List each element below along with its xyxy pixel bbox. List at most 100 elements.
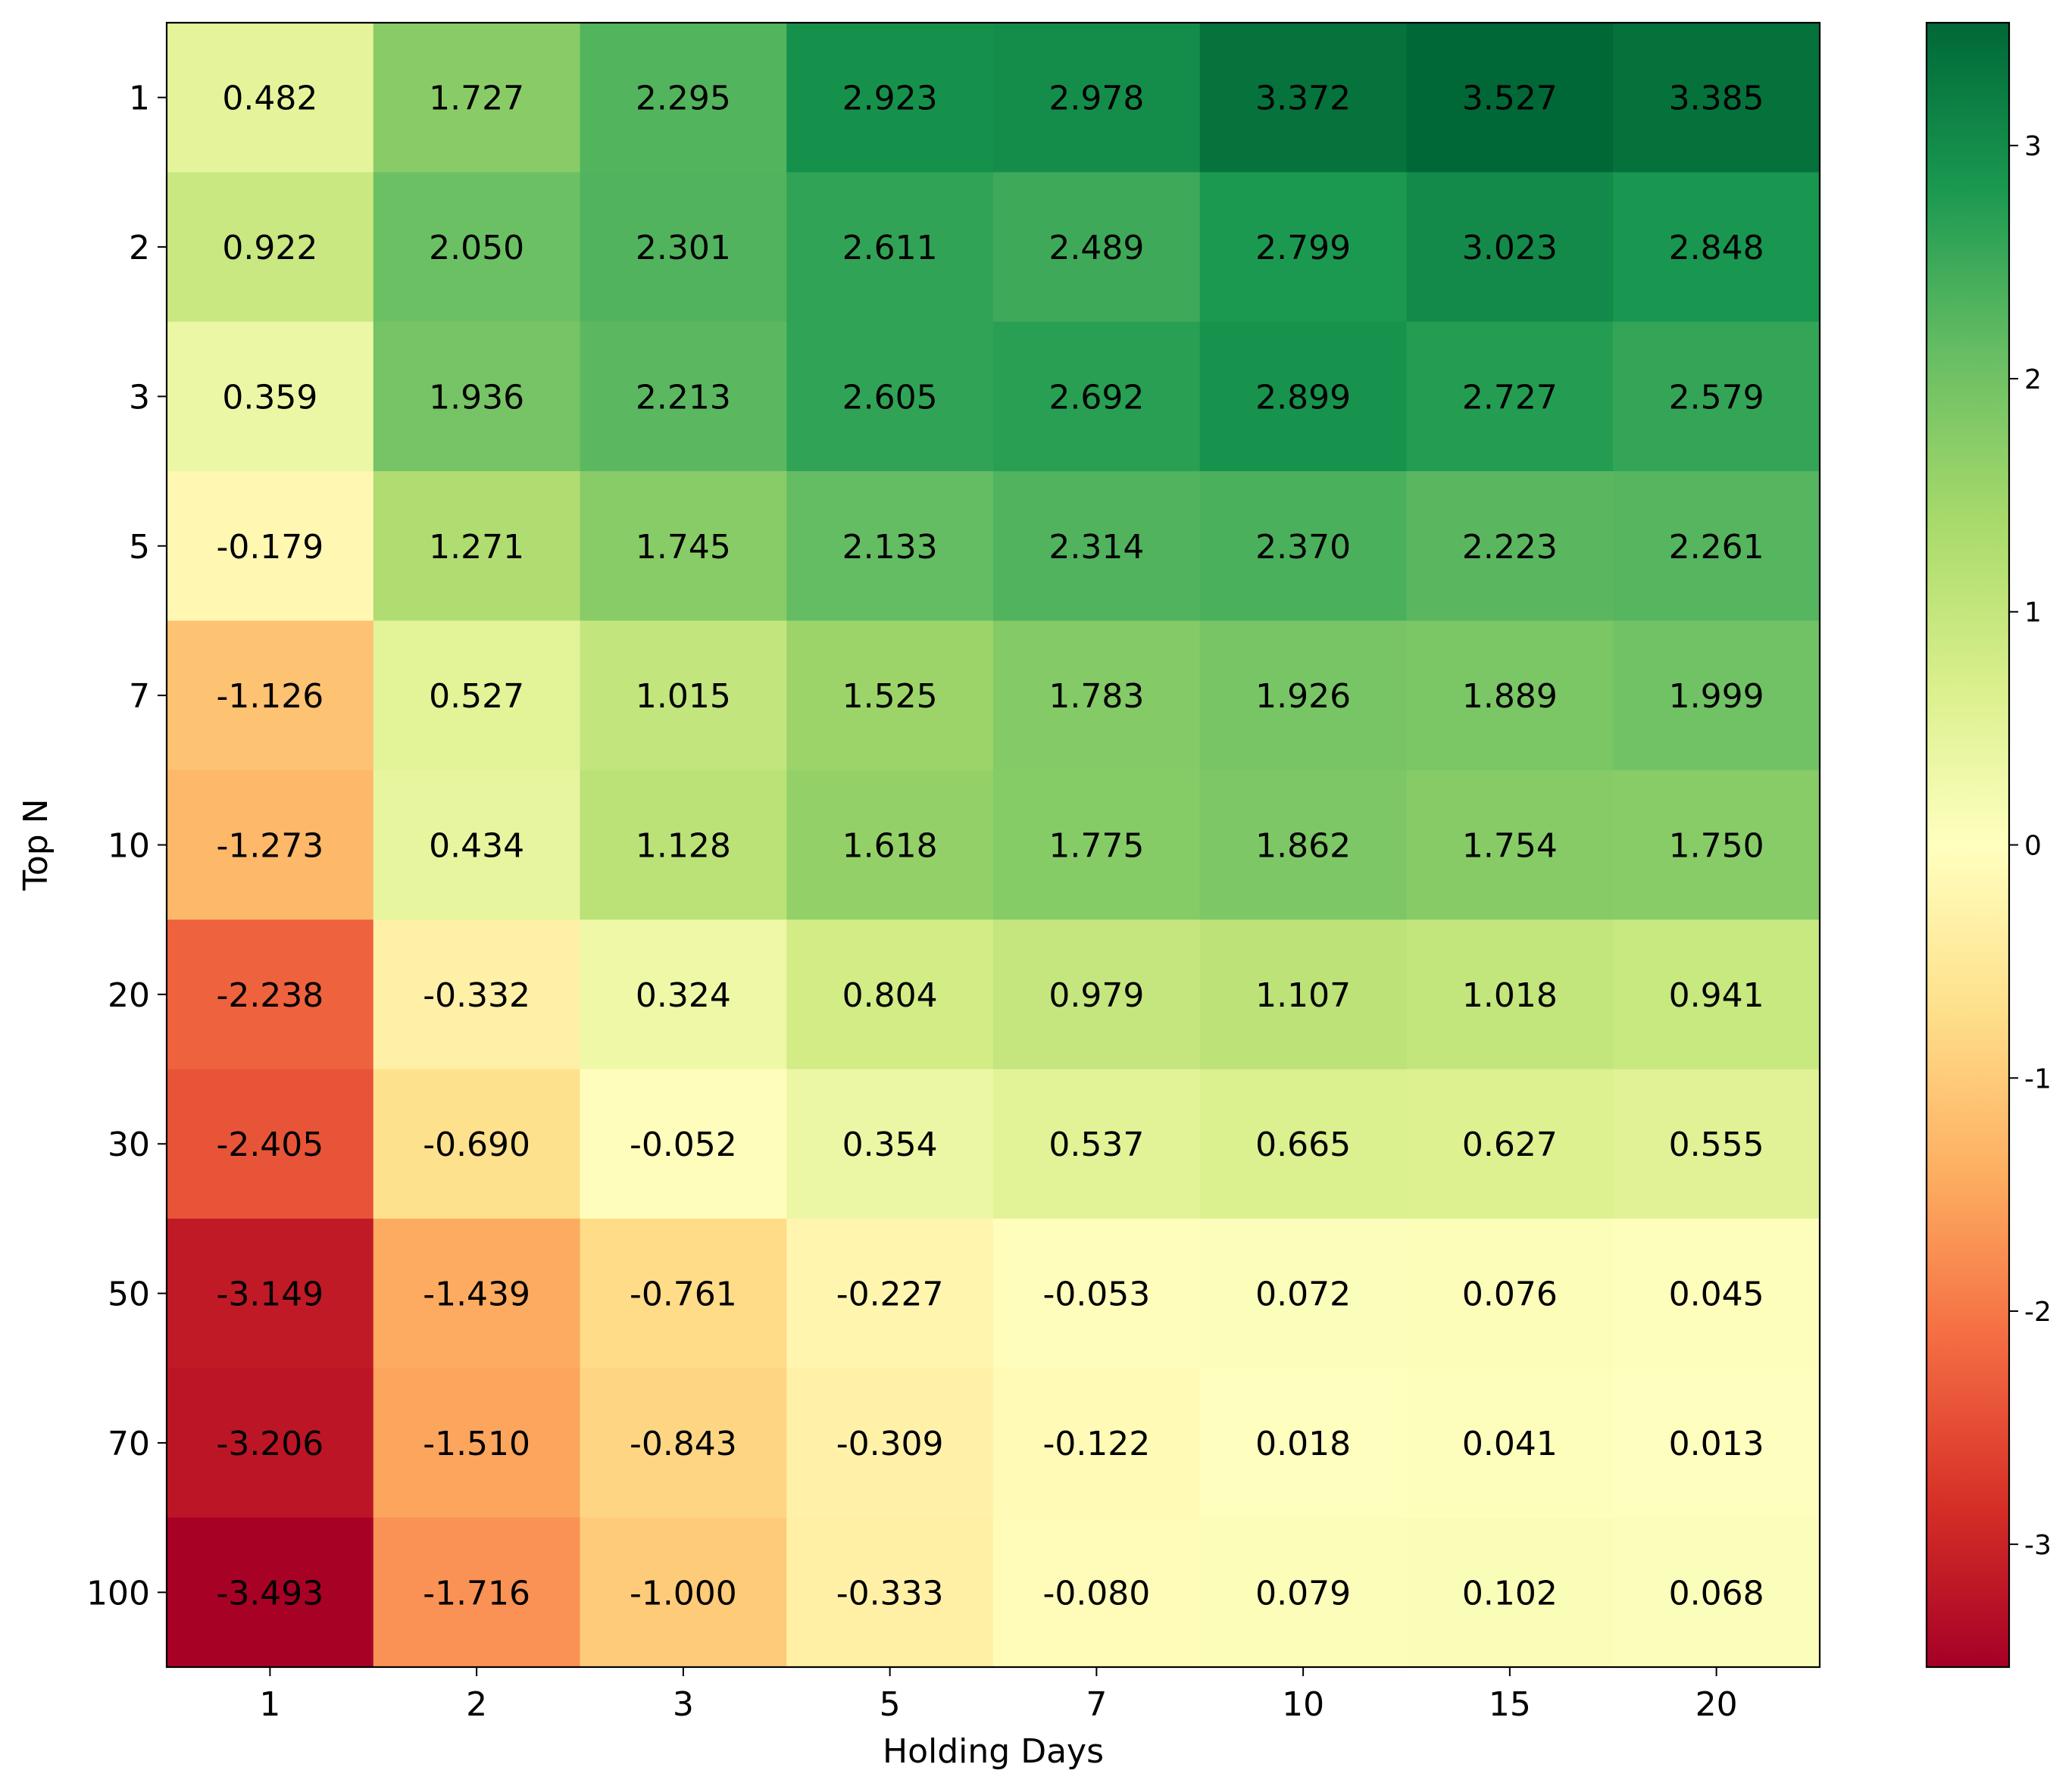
- cell-value-label: 2.050: [429, 229, 524, 267]
- heatmap-cell: [1406, 1218, 1614, 1369]
- x-tick-label: 20: [1695, 1685, 1738, 1724]
- cell-value-label: 2.848: [1669, 229, 1764, 267]
- heatmap-cell: [167, 620, 374, 771]
- heatmap-cell: [167, 23, 374, 173]
- cell-value-label: 2.213: [636, 378, 731, 417]
- x-tick-label: 2: [466, 1685, 487, 1724]
- cell-value-label: -0.179: [216, 528, 323, 567]
- heatmap-cell: [1199, 770, 1408, 920]
- cell-value-label: 1.775: [1049, 827, 1144, 866]
- cell-value-label: -1.510: [423, 1425, 530, 1463]
- heatmap-cell: [167, 920, 374, 1070]
- y-tick-label: 100: [86, 1574, 150, 1613]
- cell-value-label: 2.314: [1049, 528, 1144, 567]
- heatmap-cell: [1613, 23, 1820, 173]
- heatmap-cell: [1199, 1368, 1408, 1519]
- heatmap-cell: [1199, 471, 1408, 622]
- cell-value-label: 1.750: [1669, 827, 1764, 866]
- heatmap-cell: [993, 1069, 1201, 1219]
- cell-value-label: 0.627: [1462, 1126, 1558, 1164]
- heatmap-cell: [373, 172, 581, 323]
- y-axis-label: Top N: [17, 798, 55, 891]
- heatmap-cell: [1199, 1218, 1408, 1369]
- cell-value-label: 2.611: [842, 229, 938, 267]
- cell-value-label: -2.238: [216, 976, 323, 1015]
- cell-value-label: -1.439: [423, 1275, 530, 1314]
- x-axis-ticks: 1 2 3 5 7 10 15 20: [259, 1667, 1738, 1724]
- heatmap-cell: [993, 172, 1201, 323]
- cell-value-label: 1.754: [1462, 827, 1558, 866]
- cell-value-label: 0.482: [222, 80, 317, 118]
- heatmap-cell: [786, 620, 994, 771]
- heatmap-cell: [993, 471, 1201, 622]
- heatmap-cell: [786, 471, 994, 622]
- cell-value-label: 2.605: [842, 378, 938, 417]
- cell-value-label: -0.690: [423, 1126, 530, 1164]
- heatmap-cell: [786, 1069, 994, 1219]
- heatmap-cell: [1406, 23, 1614, 173]
- heatmap-cell: [1613, 1517, 1820, 1668]
- heatmap-cell: [167, 471, 374, 622]
- colorbar-tick-label: 0: [2024, 831, 2042, 862]
- heatmap-cell: [580, 770, 787, 920]
- cell-value-label: 2.301: [636, 229, 731, 267]
- heatmap-cell: [993, 620, 1201, 771]
- cell-value-label: 0.665: [1255, 1126, 1351, 1164]
- cell-value-label: -1.126: [216, 677, 323, 716]
- cell-value-label: -0.843: [630, 1425, 737, 1463]
- cell-value-label: -3.149: [216, 1275, 323, 1314]
- cell-value-label: -2.405: [216, 1126, 323, 1164]
- cell-value-label: -0.332: [423, 976, 530, 1015]
- cell-value-label: 1.525: [842, 677, 938, 716]
- heatmap-cell: [993, 1218, 1201, 1369]
- heatmap-cell: [993, 1368, 1201, 1519]
- cell-value-label: 1.107: [1255, 976, 1351, 1015]
- x-tick-label: 1: [259, 1685, 280, 1724]
- colorbar-tick-label: -1: [2024, 1063, 2052, 1094]
- heatmap-cell: [373, 1069, 581, 1219]
- heatmap-cell: [1613, 321, 1820, 472]
- cell-value-label: 3.385: [1669, 80, 1764, 118]
- cell-value-label: 2.978: [1049, 80, 1144, 118]
- heatmap-cell: [1613, 471, 1820, 622]
- heatmap-cell: [786, 1368, 994, 1519]
- cell-value-label: 1.018: [1462, 976, 1558, 1015]
- y-tick-label: 5: [129, 528, 150, 567]
- heatmap-cell: [1199, 920, 1408, 1070]
- heatmap-cell: [1406, 1517, 1614, 1668]
- heatmap-cell: [1406, 471, 1614, 622]
- y-tick-label: 70: [108, 1425, 150, 1463]
- cell-value-label: 0.537: [1049, 1126, 1144, 1164]
- heatmap-cell: [373, 920, 581, 1070]
- x-tick-label: 7: [1086, 1685, 1107, 1724]
- cell-value-label: -3.493: [216, 1574, 323, 1613]
- heatmap-cell: [373, 770, 581, 920]
- heatmap-cell: [580, 321, 787, 472]
- heatmap-cell: [1406, 620, 1614, 771]
- x-axis-label: Holding Days: [883, 1732, 1104, 1771]
- cell-value-label: 0.324: [636, 976, 731, 1015]
- cell-value-label: -1.000: [630, 1574, 737, 1613]
- cell-value-label: 1.889: [1462, 677, 1558, 716]
- cell-value-label: 2.133: [842, 528, 938, 567]
- heatmap-cell: [167, 172, 374, 323]
- heatmap-cell: [167, 1368, 374, 1519]
- cell-value-label: 0.354: [842, 1126, 938, 1164]
- heatmap-cell: [1613, 620, 1820, 771]
- cell-value-label: 0.076: [1462, 1275, 1558, 1314]
- colorbar: [1925, 21, 2011, 1669]
- heatmap-cell: [1613, 1368, 1820, 1519]
- cell-value-label: 1.783: [1049, 677, 1144, 716]
- heatmap-cell: [373, 1517, 581, 1668]
- cell-value-label: 0.555: [1669, 1126, 1764, 1164]
- cell-value-label: 2.223: [1462, 528, 1558, 567]
- cell-value-label: 2.261: [1669, 528, 1764, 567]
- heatmap-cell: [580, 1517, 787, 1668]
- cell-value-label: -0.052: [630, 1126, 737, 1164]
- cell-value-label: 1.727: [429, 80, 524, 118]
- y-tick-label: 1: [129, 80, 150, 118]
- heatmap-cell: [167, 321, 374, 472]
- heatmap-cell: [373, 321, 581, 472]
- heatmap-cell: [580, 23, 787, 173]
